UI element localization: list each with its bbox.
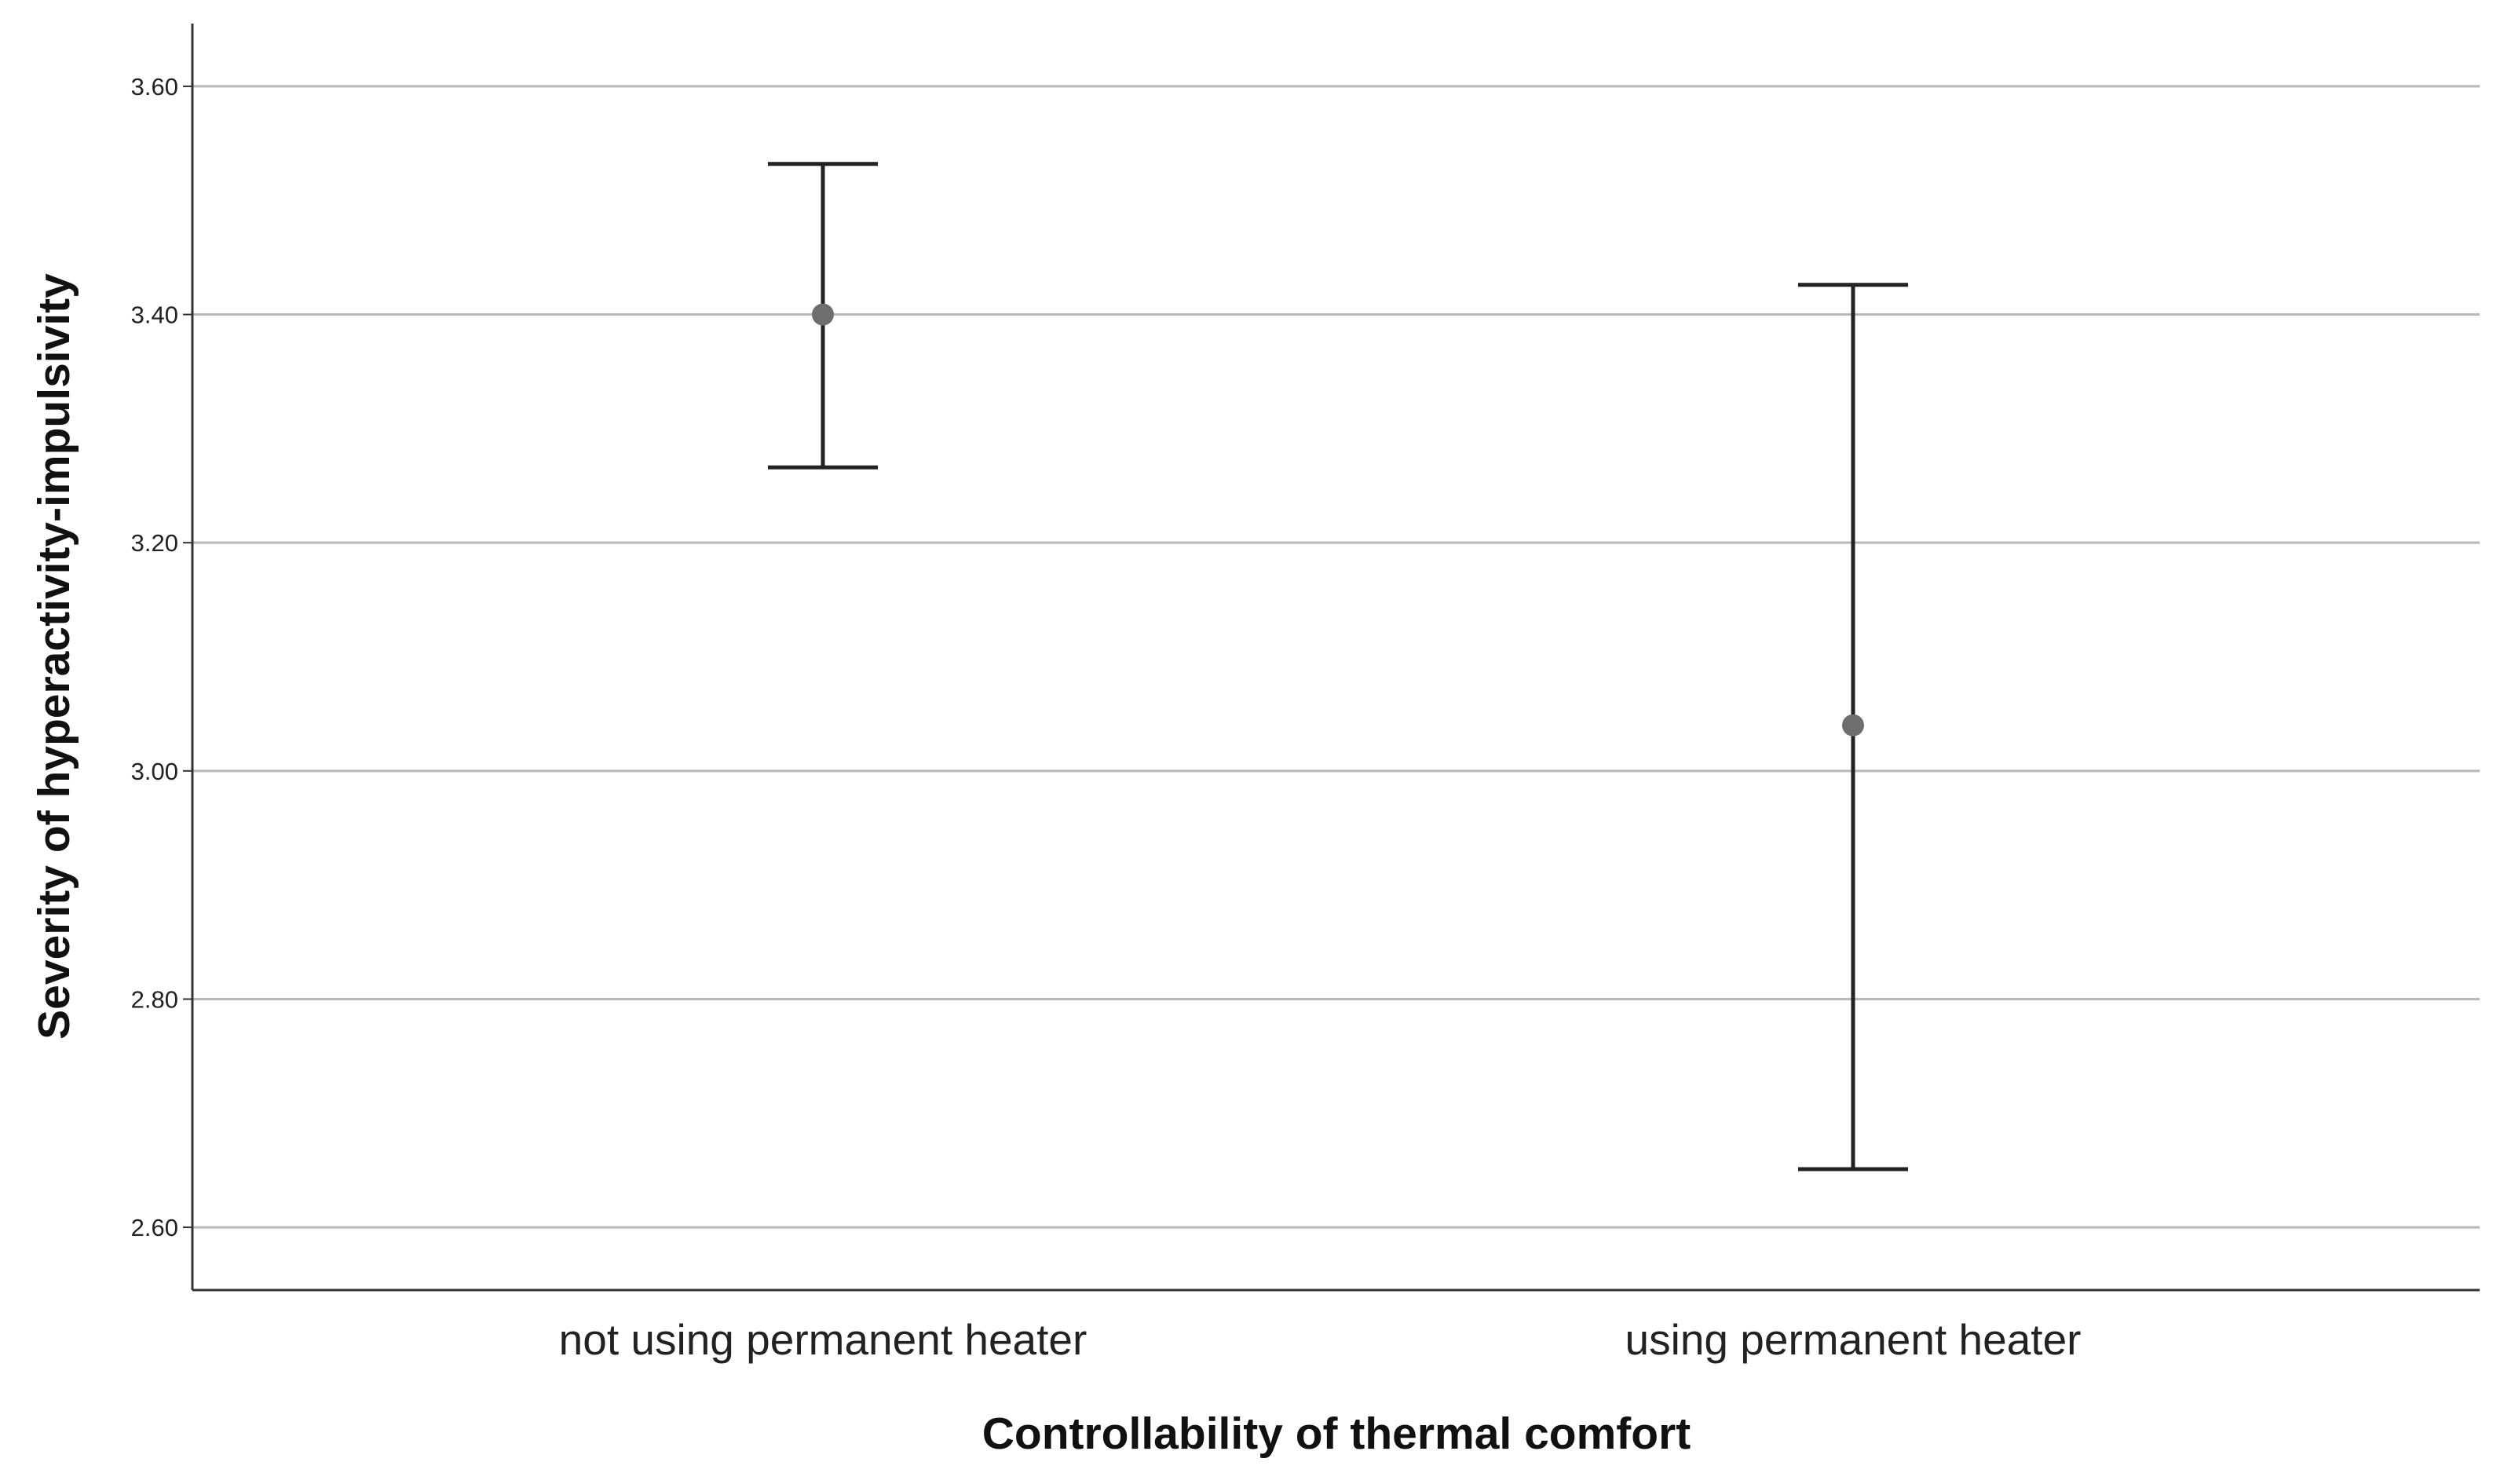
- x-tick-labels: not using permanent heater using permanen…: [559, 1315, 2082, 1364]
- x-category-label: using permanent heater: [1625, 1315, 2082, 1364]
- y-tick-label: 3.00: [131, 758, 178, 785]
- axes: [191, 24, 2480, 1292]
- y-tick-label: 2.80: [131, 985, 178, 1013]
- y-tick-label: 3.60: [131, 73, 178, 101]
- y-tick-labels: 2.60 2.80 3.00 3.20 3.40 3.60: [131, 73, 192, 1241]
- y-tick-label: 3.20: [131, 529, 178, 557]
- mean-point: [1842, 714, 1864, 737]
- mean-point: [812, 303, 834, 326]
- gridlines: [192, 85, 2480, 1229]
- mean-points: [812, 303, 1864, 737]
- y-axis-title: Severity of hyperactivity-impulsivity: [29, 273, 79, 1040]
- x-category-label: not using permanent heater: [559, 1315, 1088, 1364]
- y-tick-label: 3.40: [131, 302, 178, 329]
- y-tick-label: 2.60: [131, 1214, 178, 1241]
- x-axis-title: Controllability of thermal comfort: [982, 1409, 1691, 1459]
